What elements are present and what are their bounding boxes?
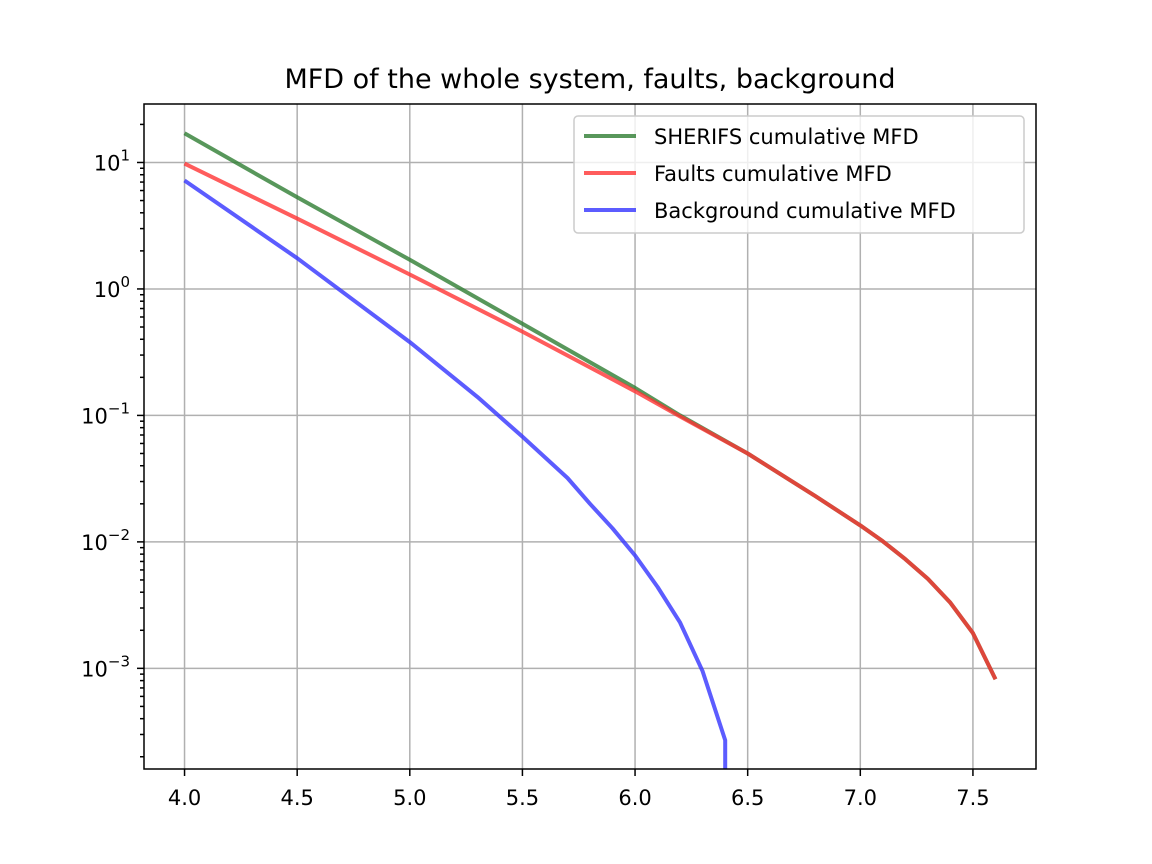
x-tick-label: 7.5 <box>956 786 989 810</box>
x-tick-label: 5.5 <box>506 786 539 810</box>
legend-label: Faults cumulative MFD <box>654 162 892 186</box>
legend-label: Background cumulative MFD <box>654 199 956 223</box>
x-tick-label: 6.5 <box>731 786 764 810</box>
x-tick-label: 4.0 <box>168 786 201 810</box>
y-tick-label: 101 <box>94 146 130 175</box>
x-axis: 4.0 4.5 5.0 5.5 6.0 6.5 7.0 7.5 <box>168 769 990 810</box>
series-line-3 <box>183 178 728 769</box>
y-tick-label: 100 <box>94 273 130 302</box>
y-tick-label: 10−1 <box>81 399 130 428</box>
legend-label: SHERIFS cumulative MFD <box>654 125 919 149</box>
y-tick-label: 10−2 <box>81 526 130 555</box>
x-tick-label: 4.5 <box>280 786 313 810</box>
plot-area-frame <box>143 103 1037 770</box>
series-line-2 <box>183 161 998 681</box>
y-axis: 101 100 10−1 10−2 10−3 <box>81 123 144 758</box>
y-tick-label: 10−3 <box>81 652 130 681</box>
x-tick-label: 7.0 <box>844 786 877 810</box>
chart-title: MFD of the whole system, faults, backgro… <box>284 64 895 95</box>
legend-box <box>573 115 1025 234</box>
series-lines <box>183 131 998 769</box>
legend: SHERIFS cumulative MFD Faults cumulative … <box>573 115 1025 234</box>
x-tick-label: 6.0 <box>618 786 651 810</box>
x-tick-label: 5.0 <box>393 786 426 810</box>
